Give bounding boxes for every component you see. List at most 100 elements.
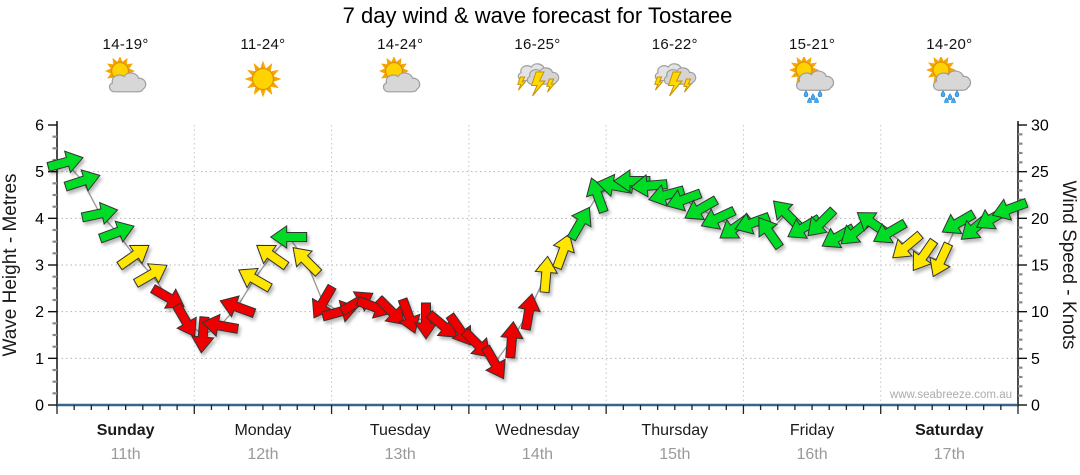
day-name-label: Thursday: [641, 422, 708, 439]
left-axis-title: Wave Height - Metres: [0, 173, 21, 356]
day-name-label: Tuesday: [370, 422, 431, 439]
wind-arrow-shape: [700, 205, 737, 230]
wind-arrow-shape: [929, 241, 954, 278]
wind-arrow: [219, 295, 257, 319]
wind-arrow-shape: [734, 211, 772, 235]
day-date-label: 12th: [247, 446, 278, 463]
wind-arrow: [425, 309, 458, 338]
wind-arrow: [201, 313, 240, 338]
day-date-label: 11th: [111, 446, 141, 463]
left-tick-label: 6: [35, 118, 44, 135]
sunny-icon: [239, 57, 287, 103]
left-tick-label: 3: [35, 258, 44, 275]
wind-arrow-shape: [98, 220, 135, 244]
wind-arrow-shape: [397, 297, 421, 335]
wind-arrow: [566, 206, 592, 242]
day-date-label: 16th: [797, 446, 828, 463]
wind-arrow: [630, 173, 668, 198]
left-tick-label: 2: [35, 304, 44, 321]
sun-showers-icon: [925, 55, 973, 105]
wind-arrow: [517, 293, 541, 331]
wind-arrow: [98, 220, 135, 244]
wind-arrow-shape: [132, 263, 168, 288]
wind-arrow: [758, 216, 784, 251]
wind-arrow-shape: [892, 230, 924, 259]
wind-arrows: [46, 150, 1029, 380]
wind-arrow-shape: [684, 195, 720, 221]
wind-arrow: [256, 244, 290, 271]
wind-arrow-shape: [374, 295, 405, 326]
wind-arrow: [46, 150, 84, 174]
temp-range: 14-24°: [377, 36, 424, 53]
wind-arrow: [700, 205, 737, 230]
wind-arrow: [414, 302, 438, 340]
wind-arrow-shape: [630, 173, 668, 198]
wind-arrow-shape: [63, 169, 101, 192]
sun-showers-icon: [788, 55, 836, 105]
wind-arrow-shape: [269, 225, 308, 249]
wind-arrow: [269, 225, 308, 249]
wind-arrow-shape: [292, 246, 323, 277]
wind-arrow-shape: [237, 267, 273, 293]
wind-arrow: [397, 297, 421, 335]
temp-range: 14-20°: [926, 36, 973, 53]
wind-arrow-shape: [201, 313, 240, 338]
wind-arrow: [872, 218, 908, 244]
page-title: 7 day wind & wave forecast for Tostaree: [342, 3, 733, 28]
left-tick-label: 5: [35, 164, 44, 181]
wind-arrow: [665, 188, 703, 212]
wind-arrow-shape: [758, 216, 784, 251]
temp-range: 16-25°: [514, 36, 561, 53]
wind-arrow-shape: [991, 197, 1029, 221]
wind-arrow-shape: [172, 302, 197, 338]
temp-range: 11-24°: [240, 36, 286, 53]
wind-arrow: [172, 302, 197, 338]
wind-arrow: [941, 209, 977, 235]
day-date-label: 17th: [934, 446, 965, 463]
day-name-label: Wednesday: [495, 422, 579, 439]
wind-arrow: [647, 183, 686, 207]
day-date-label: 13th: [385, 446, 416, 463]
wind-arrow: [80, 201, 119, 226]
wind-arrow-shape: [80, 201, 119, 226]
partly-cloudy-icon: [376, 56, 424, 103]
right-tick-label: 30: [1031, 118, 1049, 135]
wind-arrow: [292, 246, 323, 277]
right-tick-label: 25: [1031, 164, 1049, 181]
left-tick-label: 0: [35, 398, 44, 415]
wind-arrow-shape: [566, 206, 592, 242]
right-tick-label: 5: [1031, 351, 1040, 368]
temp-range: 15-21°: [788, 36, 836, 53]
wind-arrow-shape: [116, 244, 150, 271]
left-tick-label: 4: [35, 211, 44, 228]
wind-arrow-shape: [46, 150, 84, 174]
partly-cloudy-icon: [102, 56, 150, 103]
wind-arrow-shape: [517, 293, 541, 331]
day-name-label: Sunday: [97, 422, 155, 439]
wind-arrow: [807, 206, 838, 237]
temp-range: 14-19°: [102, 36, 149, 53]
left-tick-label: 1: [35, 351, 44, 368]
wind-arrow-shape: [219, 295, 257, 319]
wind-arrow-shape: [872, 218, 908, 244]
day-name-label: Friday: [790, 422, 834, 439]
wind-arrow: [500, 320, 524, 359]
wind-arrow: [237, 267, 273, 293]
wind-arrow: [912, 237, 939, 272]
wind-arrow-shape: [665, 188, 703, 212]
wind-arrow: [929, 241, 954, 278]
wind-arrow: [132, 263, 168, 288]
wind-arrow-shape: [425, 309, 458, 338]
wind-arrow-shape: [552, 233, 575, 271]
wind-arrow-shape: [807, 206, 838, 237]
temp-range: 16-22°: [651, 36, 698, 53]
right-tick-label: 20: [1031, 211, 1049, 228]
right-tick-label: 10: [1031, 304, 1049, 321]
day-date-label: 15th: [659, 446, 690, 463]
wind-arrow-shape: [912, 237, 939, 272]
wind-arrow-shape: [647, 183, 686, 207]
right-tick-label: 0: [1031, 398, 1040, 415]
day-date-label: 14th: [522, 446, 553, 463]
